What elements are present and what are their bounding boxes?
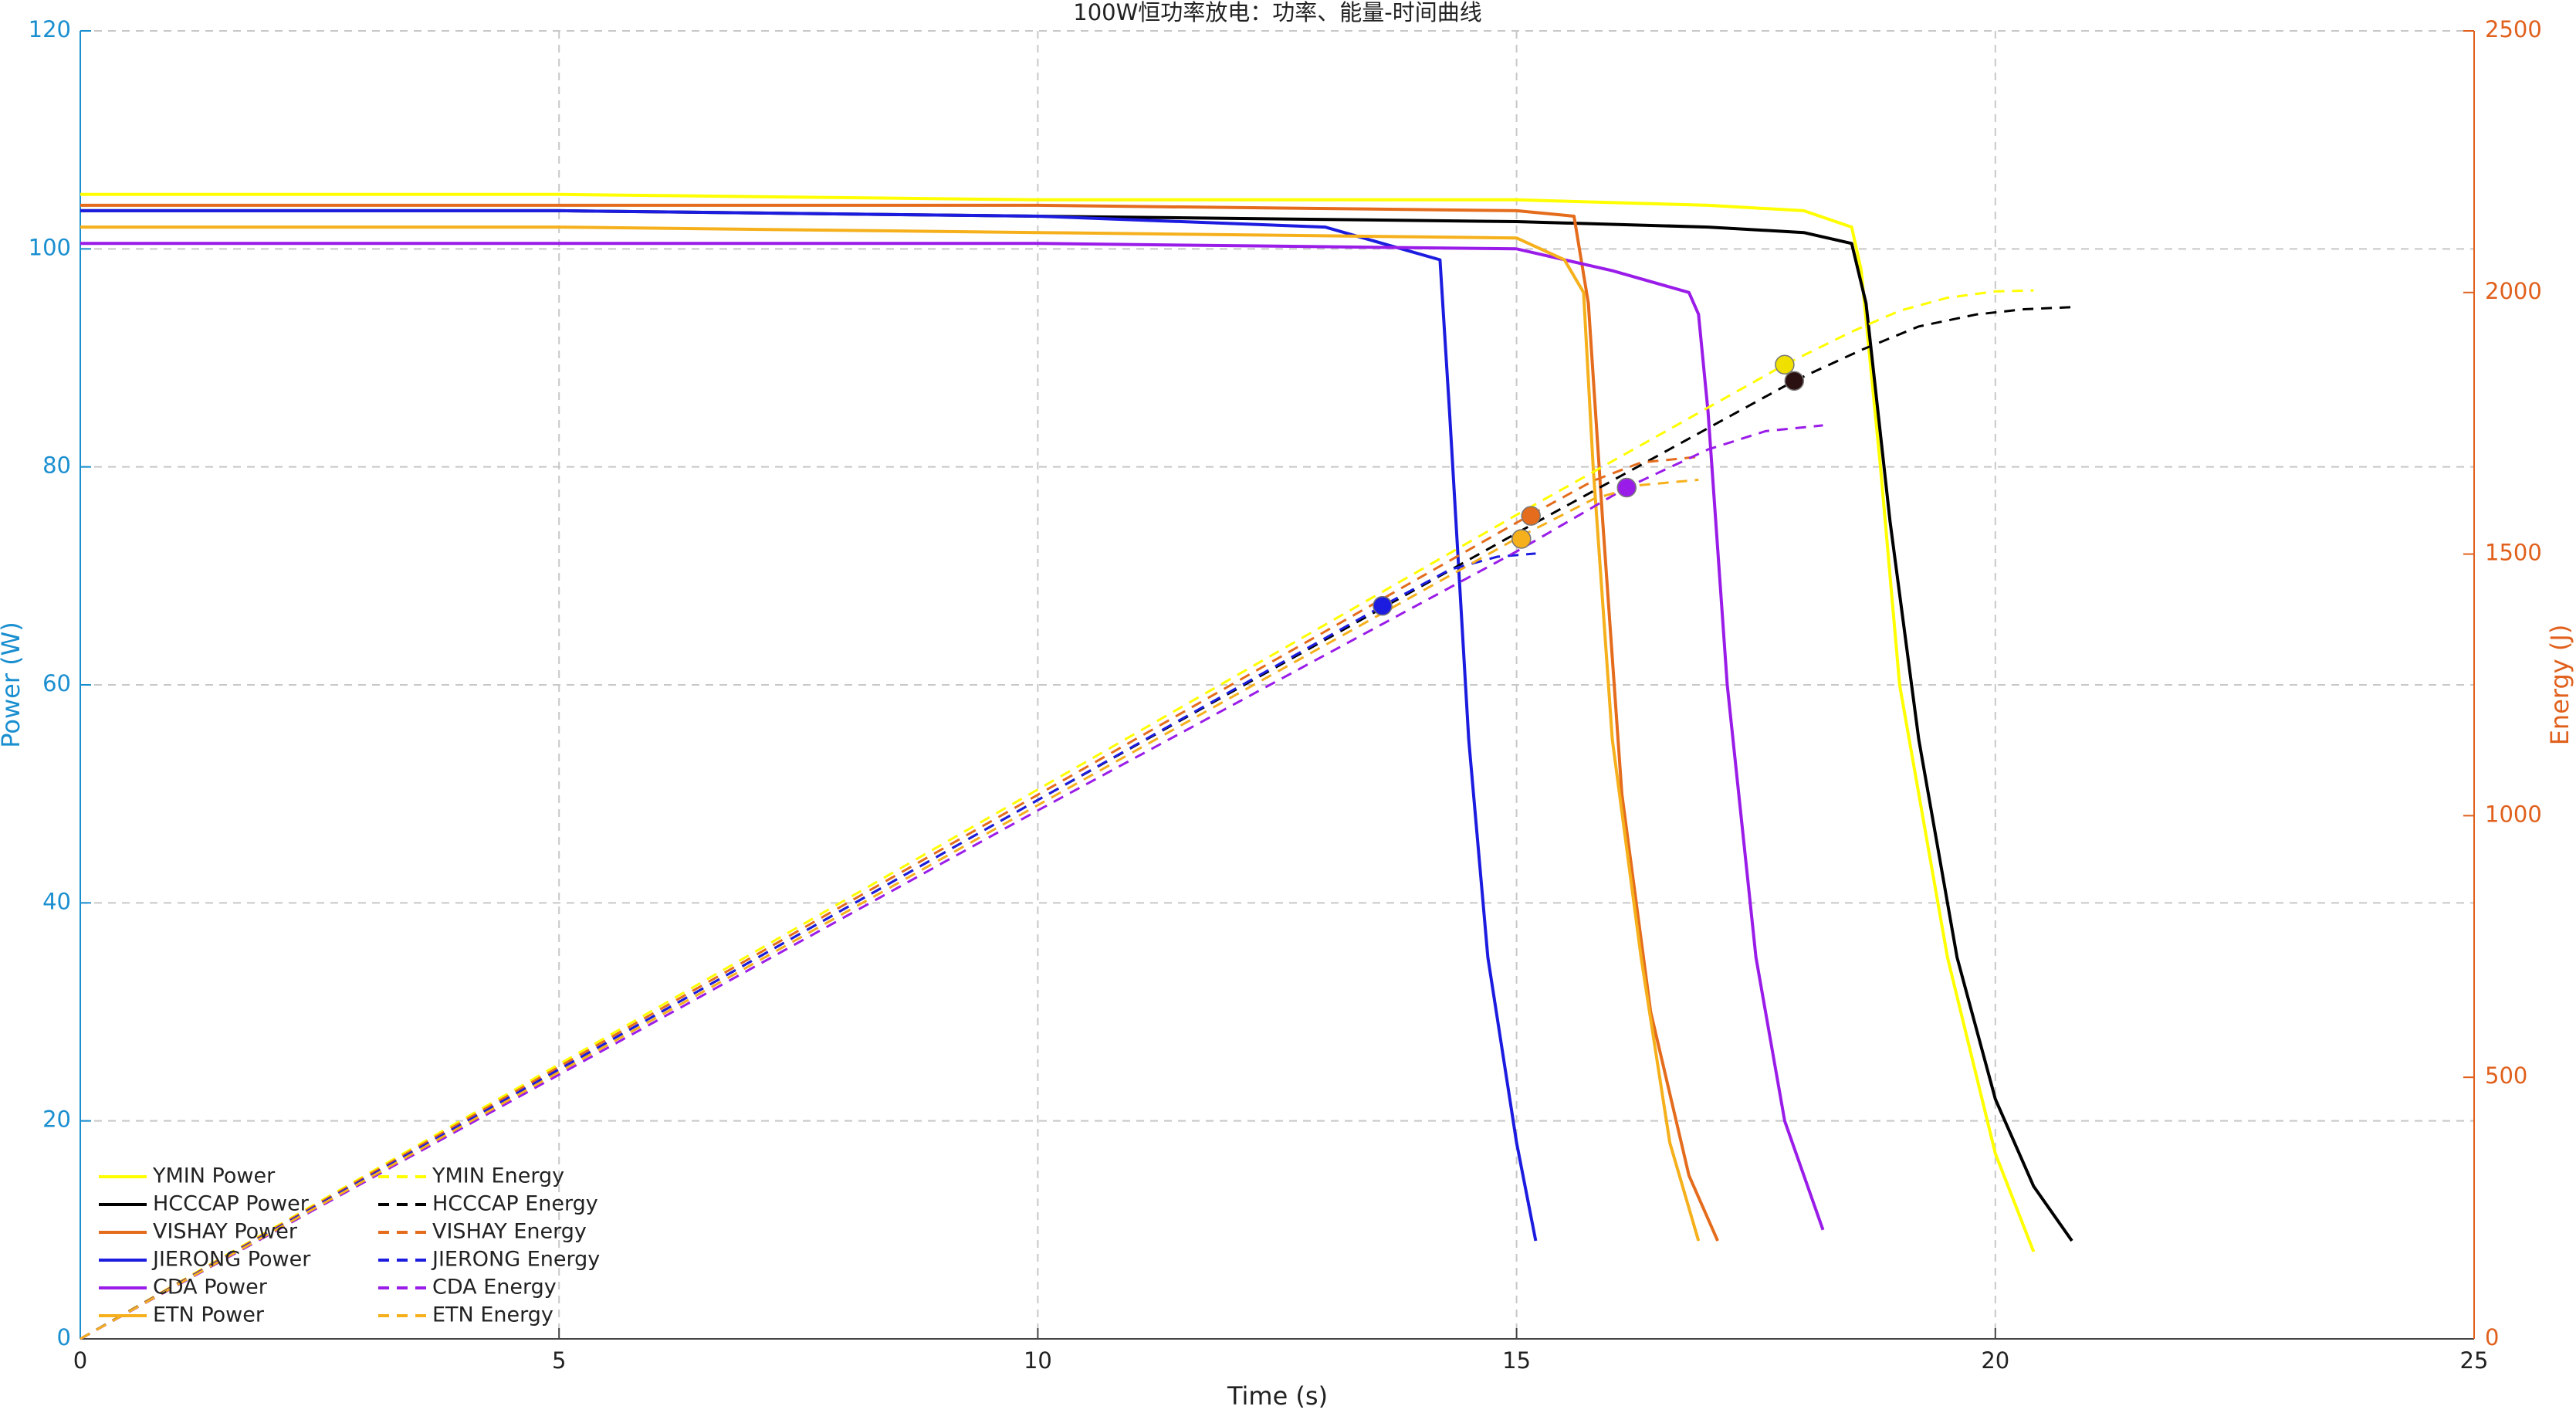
marker: [1775, 354, 1795, 375]
legend-label: CDA Power: [153, 1276, 268, 1299]
power-line: [80, 203, 1719, 1242]
x-tick-label: 15: [1502, 1347, 1531, 1374]
power-line: [80, 208, 2073, 1242]
x-axis-label: Time (s): [1227, 1381, 1328, 1411]
x-tick-label: 5: [552, 1347, 566, 1374]
x-tick-label: 20: [1981, 1347, 2009, 1374]
y-tick-label: 80: [42, 452, 71, 479]
y-axis-label: Power (W): [0, 622, 25, 748]
y-tick-label: 100: [29, 234, 71, 260]
energy-line: [80, 478, 1699, 1340]
y-tick-label: 40: [42, 888, 71, 914]
y2-tick-label: 1500: [2485, 540, 2542, 566]
x-tick-label: 25: [2460, 1347, 2489, 1374]
power-line: [80, 208, 1538, 1242]
y-tick-label: 20: [42, 1106, 71, 1133]
x-tick-label: 10: [1024, 1347, 1052, 1374]
legend-label: VISHAY Energy: [432, 1220, 587, 1244]
legend-label: HCCCAP Energy: [432, 1192, 598, 1216]
y2-tick-label: 0: [2485, 1324, 2499, 1350]
legend-label: CDA Energy: [432, 1276, 557, 1299]
legend-label: YMIN Energy: [432, 1164, 564, 1188]
y2-tick-label: 500: [2485, 1062, 2527, 1089]
marker: [1521, 506, 1541, 526]
y2-axis-label: Energy (J): [2545, 625, 2574, 746]
legend-label: VISHAY Power: [153, 1220, 298, 1244]
legend-label: JIERONG Energy: [431, 1248, 600, 1272]
y-tick-label: 120: [29, 16, 71, 42]
y2-tick-label: 2000: [2485, 278, 2542, 304]
marker: [1616, 477, 1637, 498]
y2-tick-label: 2500: [2485, 16, 2542, 42]
legend-label: ETN Power: [153, 1303, 265, 1327]
legend-label: YMIN Power: [152, 1164, 276, 1188]
power-line: [80, 192, 2036, 1252]
y-tick-label: 60: [42, 670, 71, 696]
marker: [1784, 371, 1805, 391]
chart-title: 100W恒功率放电：功率、能量-时间曲线: [1073, 0, 1482, 25]
marker: [1373, 595, 1393, 616]
power-line: [80, 242, 1825, 1231]
energy-line: [80, 456, 1699, 1340]
legend-label: ETN Energy: [432, 1303, 553, 1327]
y-tick-label: 0: [57, 1324, 71, 1350]
y2-tick-label: 1000: [2485, 801, 2542, 827]
energy-line: [80, 552, 1536, 1340]
marker: [1511, 529, 1532, 549]
legend-label: HCCCAP Power: [153, 1192, 310, 1216]
legend-label: JIERONG Power: [151, 1248, 311, 1272]
x-tick-label: 0: [73, 1347, 87, 1374]
energy-line: [80, 424, 1823, 1340]
power-line: [80, 225, 1701, 1242]
